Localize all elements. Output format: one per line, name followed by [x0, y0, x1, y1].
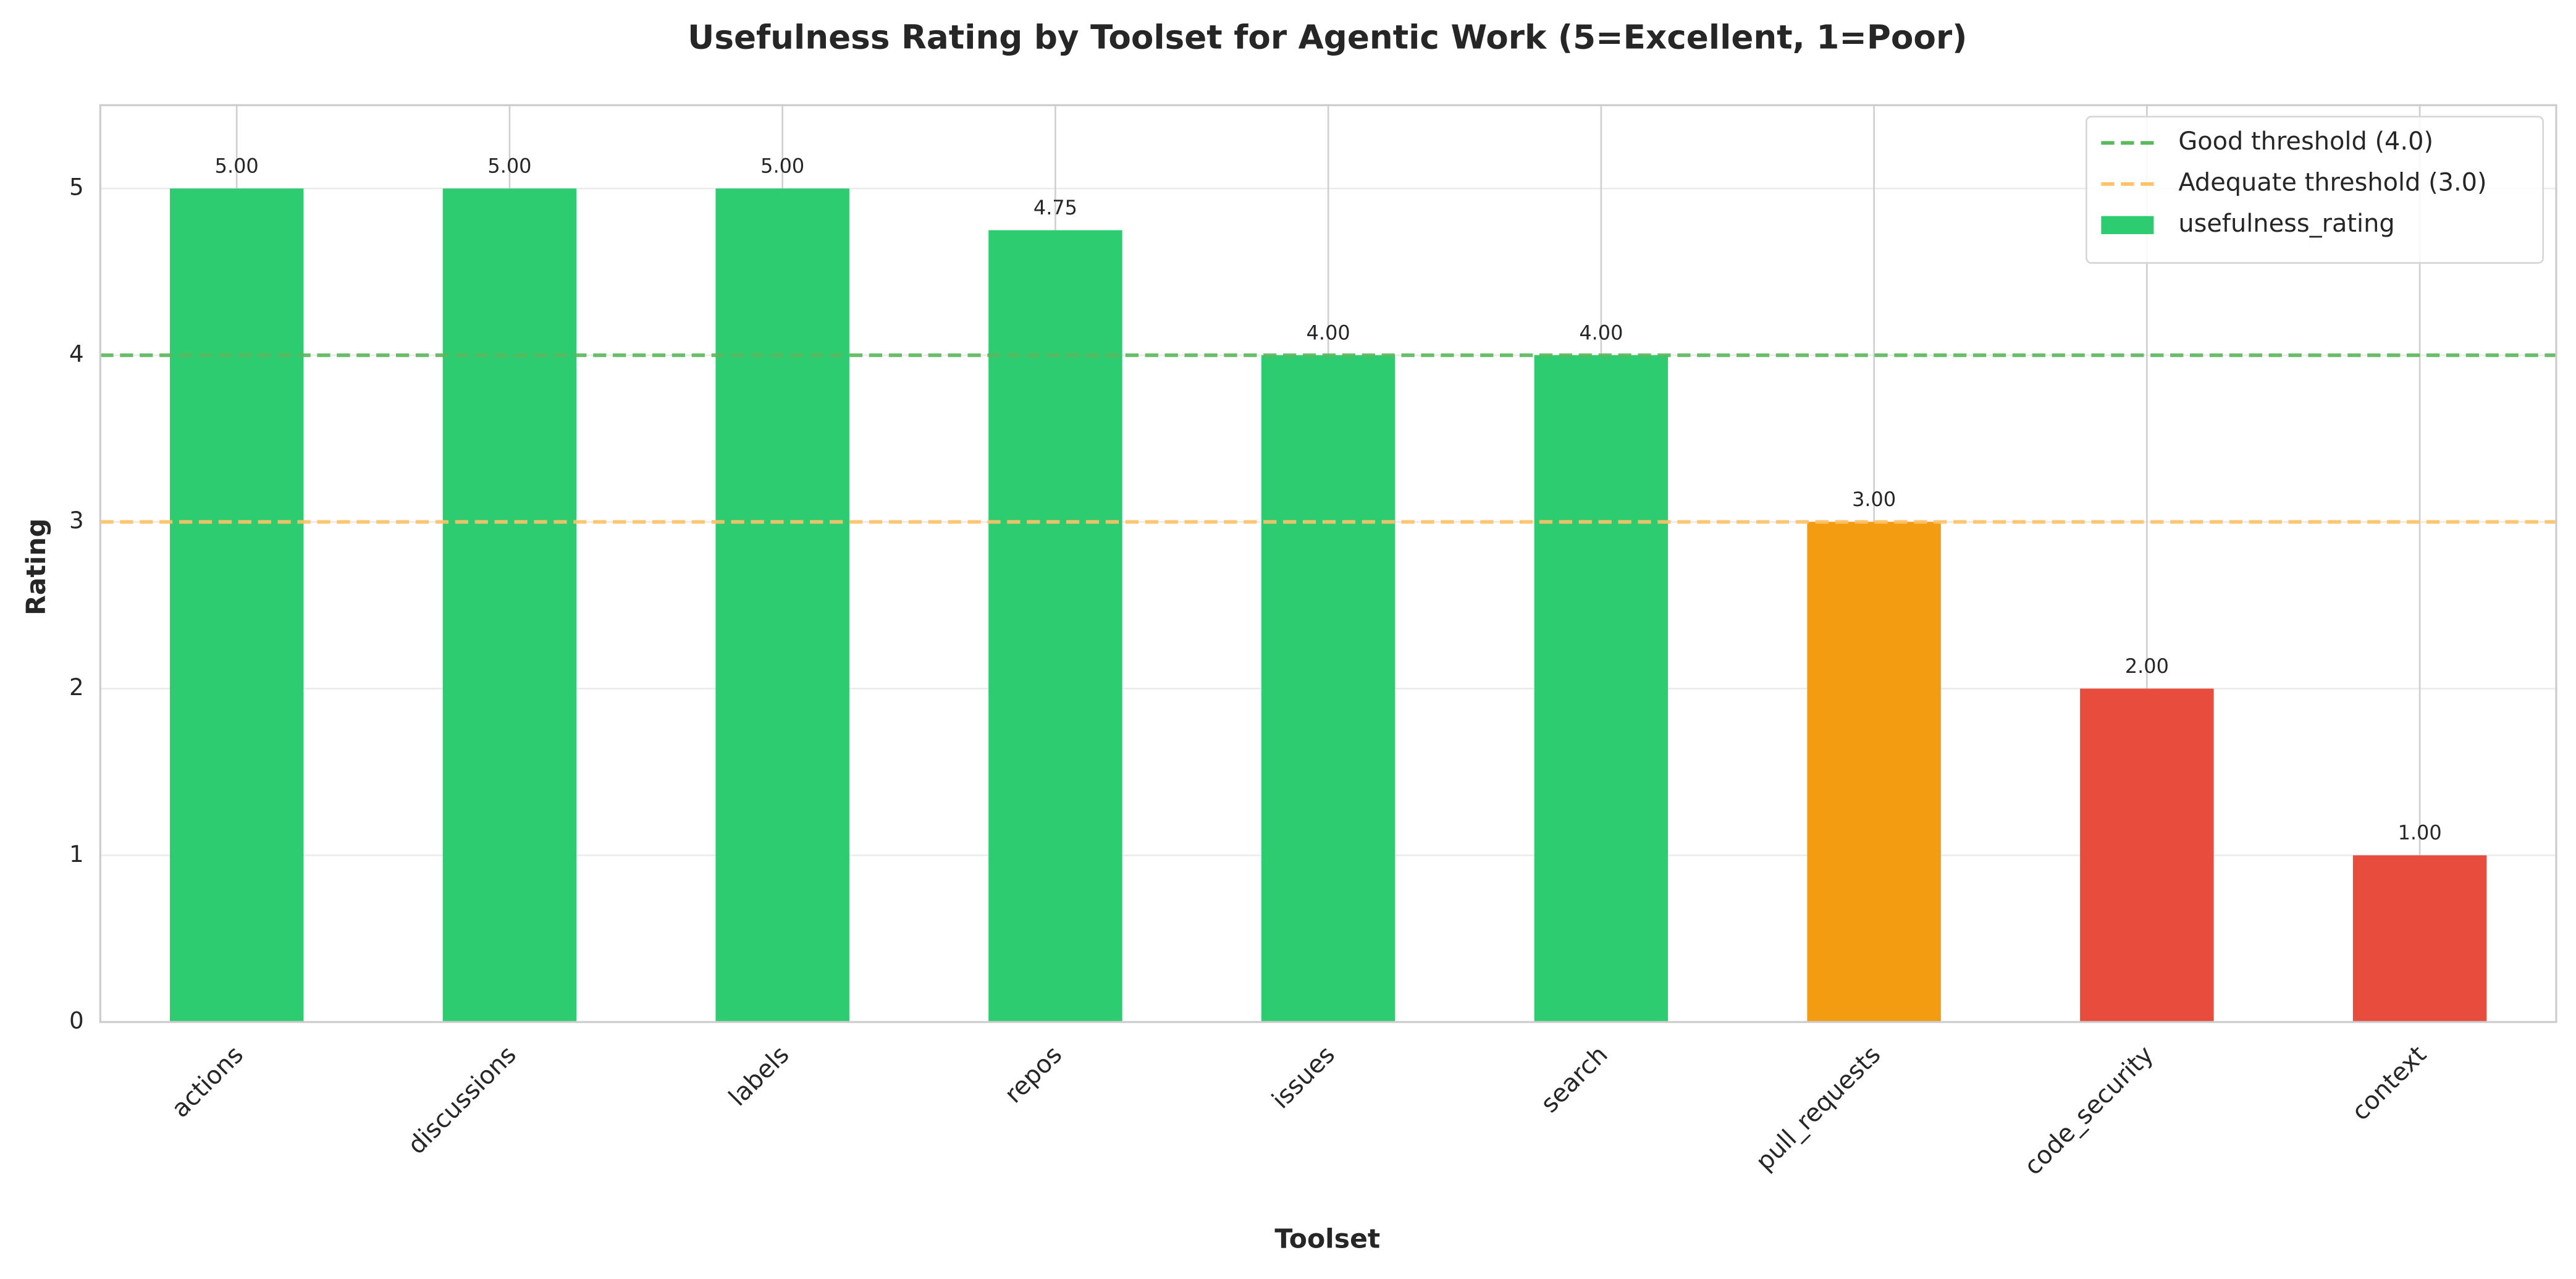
x-axis-label: Toolset: [1274, 1224, 1380, 1254]
legend-label: usefulness_rating: [2178, 209, 2394, 238]
bar: [1534, 355, 1669, 1023]
legend-label: Adequate threshold (3.0): [2178, 168, 2486, 196]
y-tick-label: 2: [69, 673, 84, 701]
bar: [1807, 521, 1941, 1023]
bar: [988, 230, 1122, 1023]
value-label: 4.00: [1579, 321, 1623, 344]
plot-frame: [99, 104, 2557, 1023]
value-label: 1.00: [2398, 821, 2442, 845]
bar: [715, 188, 849, 1023]
value-label: 4.75: [1033, 196, 1077, 219]
y-tick-label: 1: [69, 840, 84, 867]
y-tick-label: 4: [69, 340, 84, 367]
value-label: 4.00: [1307, 321, 1350, 344]
y-tick-label: 0: [69, 1007, 84, 1034]
value-label: 5.00: [760, 154, 804, 178]
bar: [2080, 688, 2214, 1023]
y-tick-label: 3: [69, 507, 84, 534]
legend-swatch: [2101, 216, 2154, 234]
y-tick-label: 5: [69, 174, 84, 201]
y-axis-label: Rating: [22, 518, 52, 615]
bar: [1261, 355, 1395, 1023]
value-label: 2.00: [2125, 654, 2169, 678]
value-label: 5.00: [215, 154, 259, 178]
legend-label: Good threshold (4.0): [2178, 127, 2433, 156]
bar: [2352, 855, 2487, 1023]
chart-title: Usefulness Rating by Toolset for Agentic…: [688, 18, 1967, 56]
legend-box: [2086, 116, 2544, 264]
value-label: 3.00: [1852, 488, 1896, 511]
bar: [442, 188, 577, 1023]
value-label: 5.00: [487, 154, 531, 178]
bar: [169, 188, 304, 1023]
